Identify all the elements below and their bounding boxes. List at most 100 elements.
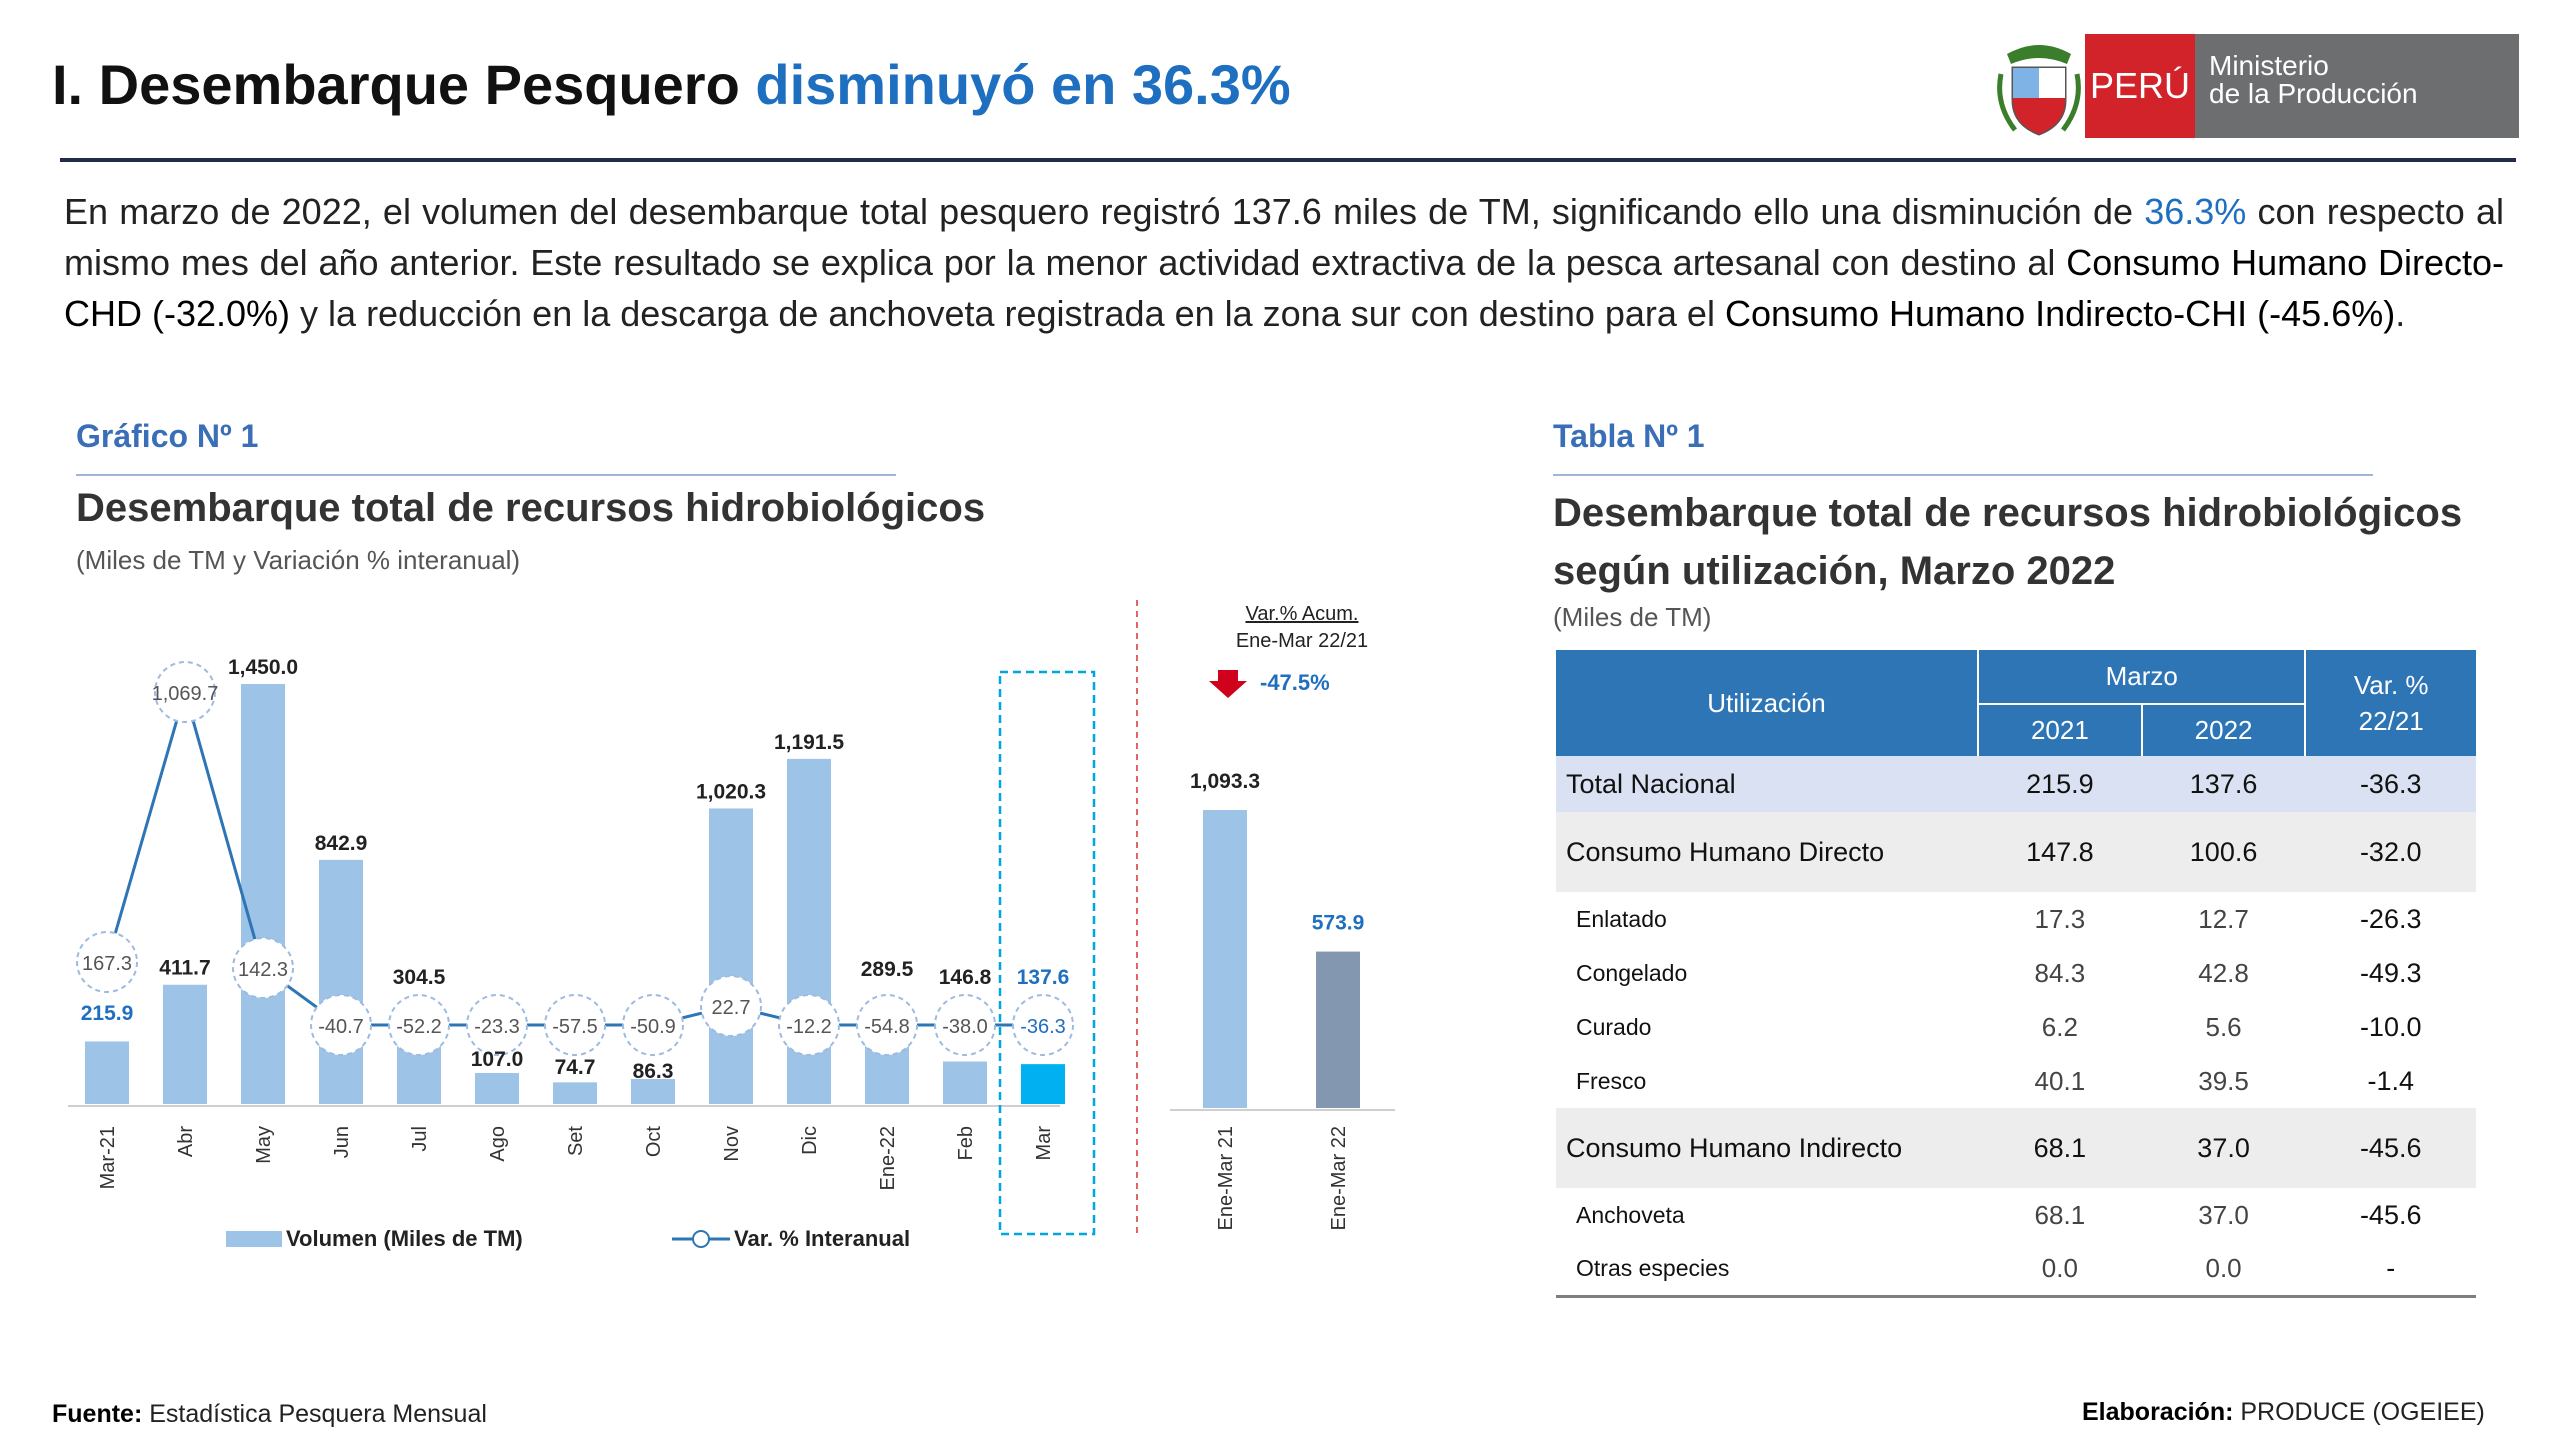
table-row: Total Nacional 215.9 137.6 -36.3 — [1556, 756, 2476, 812]
table-cell-name: Otras especies — [1576, 1254, 1730, 1281]
table-title: Desembarque total de recursos hidrobioló… — [1553, 484, 2462, 600]
bar-label-Set: 74.7 — [555, 1056, 596, 1079]
var-label-Ene-22: -54.8 — [864, 1016, 910, 1038]
var-label-Set: -57.5 — [552, 1016, 598, 1038]
table-cell-name: Fresco — [1576, 1067, 1647, 1094]
graph-subtitle: (Miles de TM y Variación % interanual) — [76, 545, 521, 575]
accum-var-title: Var.% Acum. — [1245, 603, 1358, 625]
table-row: Otras especies 0.0 0.0 - — [1556, 1242, 2476, 1296]
col-utilizacion: Utilización — [1556, 650, 1979, 756]
logo-ministry-line2: de la Producción — [2209, 78, 2418, 109]
x-tick-Ago: Ago — [487, 1126, 509, 1162]
x-tick-Abr: Abr — [175, 1126, 197, 1157]
bar-label-Dic: 1,191.5 — [774, 731, 844, 754]
var-point-Nov — [700, 975, 762, 1037]
accum-var-period: Ene-Mar 22/21 — [1236, 630, 1368, 652]
table-row: Fresco 40.1 39.5 -1.4 — [1556, 1054, 2476, 1108]
accum-label-Ene-Mar 21: 1,093.3 — [1190, 770, 1260, 793]
title-prefix: I. Desembarque Pesquero — [52, 53, 740, 116]
legend-bar-label: Volumen (Miles de TM) — [286, 1226, 523, 1251]
bar-May — [241, 684, 285, 1104]
logo-ministry: Ministerio de la Producción — [2195, 34, 2519, 138]
table-cell-name: Enlatado — [1576, 905, 1667, 932]
table-cell-v2021: 17.3 — [2034, 903, 2086, 934]
var-label-Nov: 22.7 — [712, 997, 751, 1019]
table-cell-var: -32.0 — [2359, 836, 2422, 867]
table-cell-v2022: 37.0 — [2198, 1199, 2249, 1230]
header-divider — [60, 158, 2516, 162]
x-tick-Mar-21: Mar-21 — [97, 1126, 119, 1189]
graph-label-underline — [76, 474, 896, 476]
var-point-Dic — [778, 994, 840, 1056]
bar-Feb — [943, 1061, 987, 1104]
table-cell-var: -45.6 — [2359, 1132, 2422, 1163]
table-cell-v2021: 84.3 — [2034, 957, 2086, 988]
table-cell-name: Curado — [1576, 1013, 1652, 1040]
table-cell-v2022: 137.6 — [2189, 768, 2258, 799]
table-cell-v2021: 6.2 — [2041, 1011, 2078, 1042]
table-cell-name: Consumo Humano Indirecto — [1566, 1132, 1903, 1163]
bar-label-May: 1,450.0 — [228, 656, 298, 679]
bar-Abr — [163, 984, 207, 1104]
summary-text-3: y la reducción en la descarga de anchove… — [290, 293, 1725, 334]
var-point-Jul — [388, 994, 450, 1056]
col-var-line2: 22/21 — [2358, 706, 2424, 736]
bar-label-Jul: 304.5 — [393, 966, 446, 989]
footer-elaboration: Elaboración: PRODUCE (OGEIEE) — [2082, 1398, 2485, 1427]
table-cell-v2021: 215.9 — [2026, 768, 2094, 799]
table-cell-var: -49.3 — [2359, 957, 2422, 988]
table-row: Curado 6.2 5.6 -10.0 — [1556, 1000, 2476, 1054]
var-point-Abr — [154, 661, 216, 723]
table-cell-name: Consumo Humano Directo — [1566, 836, 1885, 867]
var-point-Set — [544, 994, 606, 1056]
table-label: Tabla Nº 1 — [1553, 418, 1705, 454]
legend-line-label: Var. % Interanual — [734, 1226, 910, 1251]
var-label-Ago: -23.3 — [474, 1016, 520, 1038]
bar-label-Nov: 1,020.3 — [696, 780, 766, 803]
bar-label-Mar-21: 215.9 — [81, 1002, 134, 1025]
down-arrow-icon — [1209, 670, 1247, 698]
coat-of-arms-icon — [1993, 34, 2085, 138]
table-cell-v2022: 37.0 — [2197, 1132, 2250, 1163]
table-cell-v2022: 39.5 — [2198, 1065, 2249, 1096]
table-label-underline — [1553, 474, 2373, 476]
graph-label: Gráfico Nº 1 — [76, 418, 259, 454]
x-tick-Mar: Mar — [1033, 1126, 1055, 1161]
accum-label-Ene-Mar 22: 573.9 — [1312, 912, 1365, 935]
x-tick-May: May — [253, 1126, 275, 1164]
accum-bar-Ene-Mar 21 — [1203, 810, 1247, 1108]
bar-Mar-21 — [85, 1041, 129, 1104]
table-cell-v2022: 42.8 — [2198, 957, 2249, 988]
bar-Nov — [709, 808, 753, 1104]
x-tick-Oct: Oct — [643, 1126, 665, 1158]
table-cell-var: -10.0 — [2359, 1011, 2422, 1042]
var-point-Ago — [466, 994, 528, 1056]
col-marzo: Marzo — [1978, 650, 2307, 705]
table-title-line2: según utilización, Marzo 2022 — [1553, 549, 2116, 593]
bar-label-Oct: 86.3 — [633, 1060, 674, 1083]
bar-label-Ene-22: 289.5 — [861, 958, 914, 981]
var-label-Dic: -12.2 — [786, 1016, 832, 1038]
summary-paragraph: En marzo de 2022, el volumen del desemba… — [64, 186, 2504, 339]
var-point-Jun — [310, 994, 372, 1056]
bar-Oct — [631, 1079, 675, 1104]
var-label-Mar: -36.3 — [1020, 1016, 1066, 1038]
footer-source-label: Fuente: — [52, 1400, 143, 1428]
col-2021: 2021 — [1978, 704, 2143, 756]
bar-Set — [553, 1082, 597, 1104]
utilization-table: Utilización Marzo Var. % 22/21 2021 2022… — [1556, 650, 2476, 1298]
var-label-Jun: -40.7 — [318, 1016, 364, 1038]
current-month-highlight — [998, 670, 1096, 1236]
accum-tick-Ene-Mar 21: Ene-Mar 21 — [1215, 1126, 1237, 1231]
bar-label-Abr: 411.7 — [159, 957, 210, 980]
var-point-Mar — [1012, 994, 1074, 1056]
table-row: Enlatado 17.3 12.7 -26.3 — [1556, 892, 2476, 946]
bar-label-Mar: 137.6 — [1017, 966, 1070, 989]
var-point-Mar-21 — [76, 931, 138, 993]
bar-Jun — [319, 859, 363, 1104]
landings-chart: 167.3 1,069.7 142.3 -40.7 -52.2 -23.3 -57.5 -50… — [68, 600, 1395, 1251]
ministry-logo: PERÚ Ministerio de la Producción — [1993, 34, 2519, 138]
title-highlight: disminuyó en 36.3% — [755, 53, 1291, 116]
x-tick-Jul: Jul — [409, 1126, 431, 1152]
bar-Ago — [475, 1073, 519, 1104]
